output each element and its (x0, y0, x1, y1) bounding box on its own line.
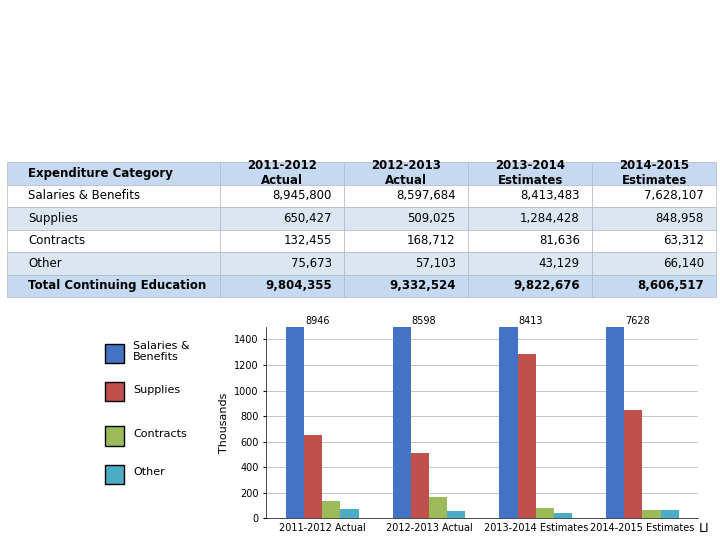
Y-axis label: Thousands: Thousands (219, 393, 228, 453)
Bar (500, 327, 518, 518)
Text: Supplies: Supplies (133, 385, 180, 395)
Bar (554, 513, 572, 518)
Bar (341, 509, 359, 518)
Text: 7628: 7628 (625, 316, 650, 326)
Bar (536, 508, 554, 518)
Text: 8598: 8598 (412, 316, 436, 326)
Bar (429, 497, 447, 518)
FancyBboxPatch shape (104, 465, 124, 484)
Bar (518, 354, 536, 518)
Bar (411, 454, 429, 518)
Text: Contracts: Contracts (133, 429, 187, 439)
FancyBboxPatch shape (104, 344, 124, 363)
FancyBboxPatch shape (104, 382, 124, 401)
Bar (392, 327, 411, 518)
FancyBboxPatch shape (104, 427, 124, 446)
Text: Other: Other (133, 468, 165, 477)
Bar (642, 510, 661, 518)
Bar (286, 327, 304, 518)
Text: Salaries &
Benefits: Salaries & Benefits (133, 341, 190, 362)
Text: 8413: 8413 (518, 316, 543, 326)
Bar (323, 502, 341, 518)
Bar (304, 435, 323, 518)
Text: Education: Education (9, 69, 165, 97)
Text: Learning Services: Continuing: Learning Services: Continuing (9, 13, 481, 41)
Bar (447, 511, 465, 518)
Text: 8946: 8946 (305, 316, 330, 326)
Bar (661, 510, 679, 518)
Bar (606, 327, 624, 518)
Bar (624, 410, 642, 518)
Text: LI: LI (698, 522, 709, 535)
